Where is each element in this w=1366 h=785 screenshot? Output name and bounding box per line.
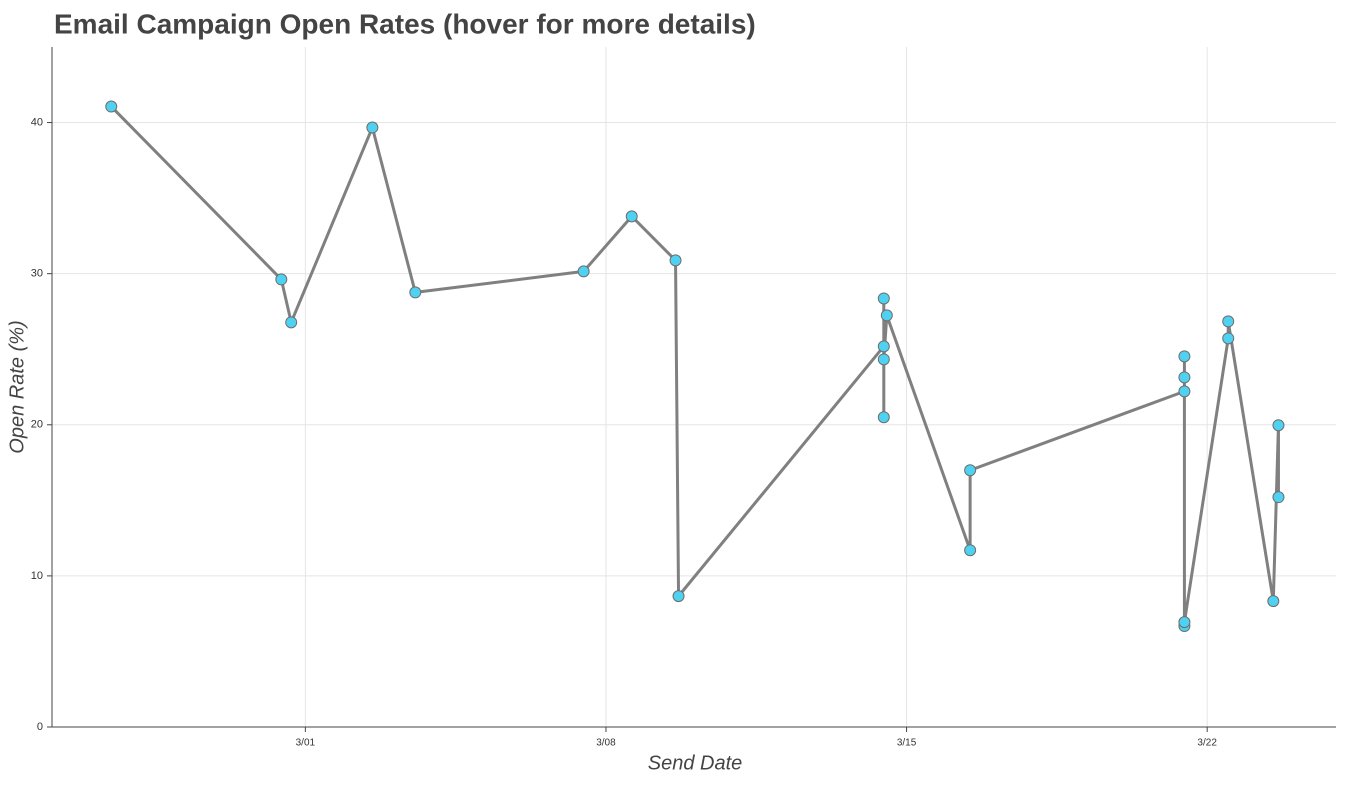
data-point — [669, 254, 682, 267]
x-tick-label: 3/15 — [897, 738, 917, 749]
data-point — [1222, 332, 1235, 345]
y-tick-label: 30 — [31, 268, 43, 280]
data-point — [625, 210, 638, 223]
y-tick-label: 10 — [31, 570, 43, 582]
data-point — [1178, 371, 1191, 384]
y-tick-label: 0 — [37, 721, 43, 733]
data-point — [964, 544, 977, 557]
x-axis-label: Send Date — [648, 752, 743, 774]
series-line — [110, 105, 1280, 628]
data-point — [577, 265, 590, 278]
data-point — [409, 286, 422, 299]
y-axis-label: Open Rate (%) — [6, 320, 28, 453]
data-point — [285, 316, 298, 329]
x-tick-label: 3/08 — [596, 738, 616, 749]
data-point — [1272, 491, 1285, 504]
data-point — [877, 340, 890, 353]
data-point — [672, 590, 685, 603]
data-point — [1178, 385, 1191, 398]
data-point — [877, 292, 890, 305]
data-point — [964, 464, 977, 477]
data-point — [1178, 350, 1191, 363]
data-point — [1222, 315, 1235, 328]
x-tick-label: 3/22 — [1197, 738, 1217, 749]
x-tick-label: 3/01 — [296, 738, 316, 749]
data-point — [877, 353, 890, 366]
chart-title: Email Campaign Open Rates (hover for mor… — [54, 8, 756, 39]
data-point — [1267, 595, 1280, 608]
y-tick-label: 20 — [31, 419, 43, 431]
y-tick-label: 40 — [31, 116, 43, 128]
data-point — [880, 309, 893, 322]
data-point — [366, 121, 379, 134]
data-point — [1178, 616, 1191, 629]
data-point — [275, 273, 288, 286]
data-point — [105, 100, 118, 113]
data-point — [877, 411, 890, 424]
data-point — [1272, 419, 1285, 432]
